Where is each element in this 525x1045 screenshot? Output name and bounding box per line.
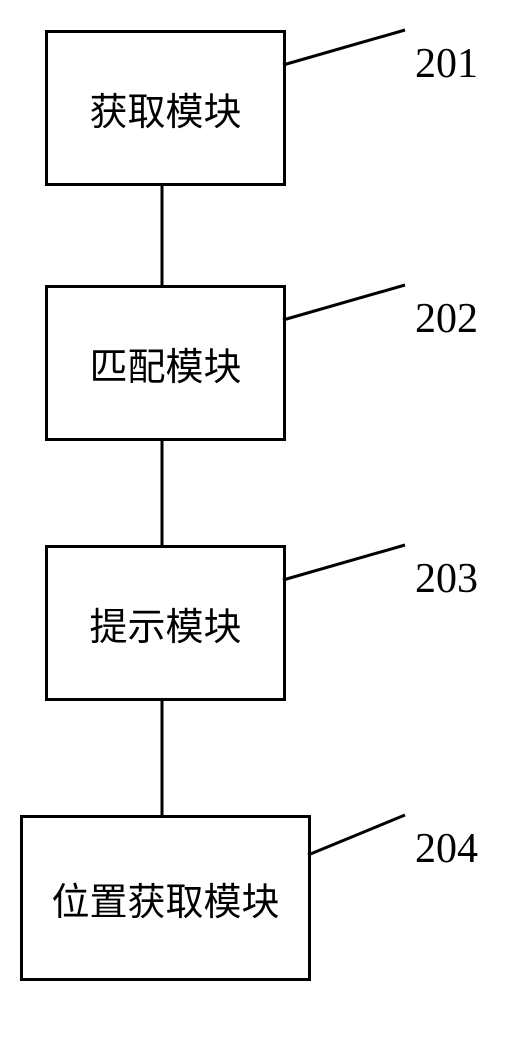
node-position-acquire-module: 位置获取模块 (20, 815, 311, 981)
node-label: 匹配模块 (89, 336, 241, 391)
node-match-module: 匹配模块 (45, 285, 286, 441)
node-number-201: 201 (415, 40, 478, 88)
node-label: 位置获取模块 (51, 871, 279, 926)
node-number-204: 204 (415, 825, 478, 873)
node-label: 提示模块 (89, 596, 241, 651)
node-number-203: 203 (415, 555, 478, 603)
node-number-202: 202 (415, 295, 478, 343)
node-prompt-module: 提示模块 (45, 545, 286, 701)
node-acquire-module: 获取模块 (45, 30, 286, 186)
node-label: 获取模块 (89, 81, 241, 136)
diagram-canvas: 获取模块 201 匹配模块 202 提示模块 203 位置获取模块 204 (0, 0, 525, 1045)
